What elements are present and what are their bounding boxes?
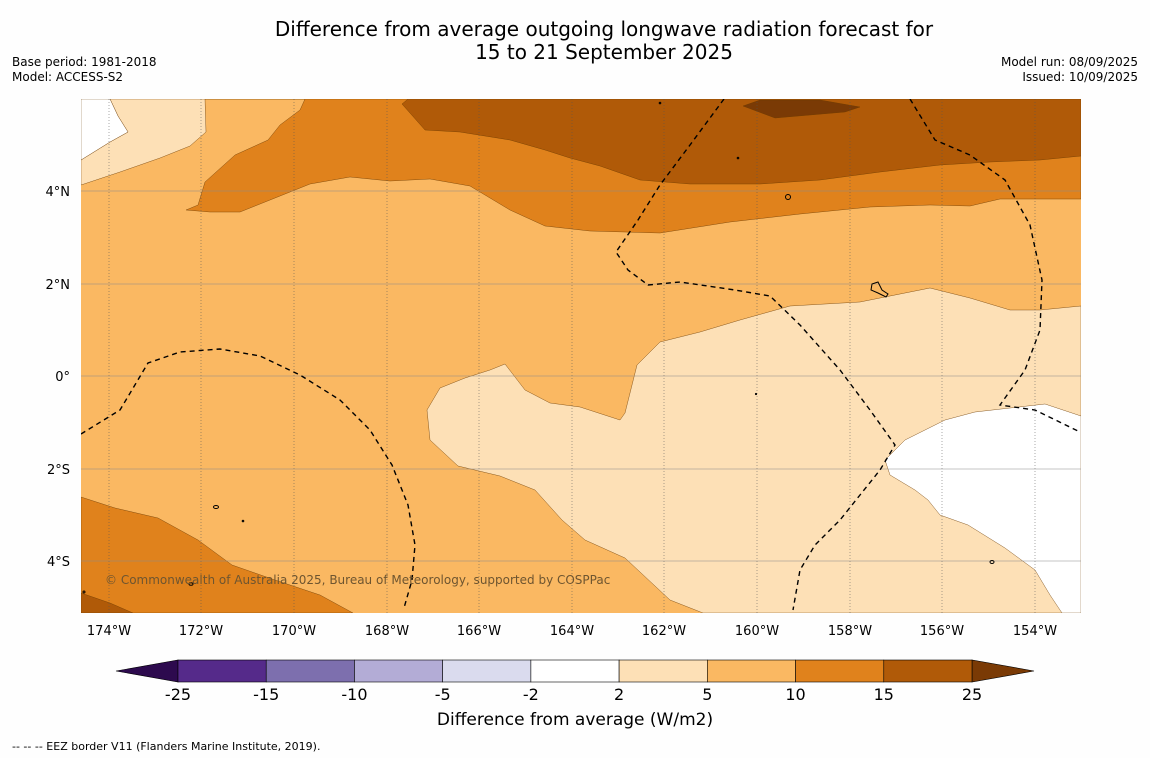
lat-label: 0°	[55, 370, 70, 385]
lon-label: 166°W	[457, 624, 501, 639]
lon-label: 160°W	[735, 624, 779, 639]
base-period: Base period: 1981-2018	[12, 55, 157, 69]
colorbar-tick-label: 10	[785, 685, 805, 704]
colorbar-segment	[883, 659, 973, 683]
lat-labels: 4°N 2°N 0° 2°S 4°S	[46, 185, 71, 570]
colorbar-segment	[707, 659, 796, 683]
band-over-25-patch	[742, 99, 861, 119]
latitude-lines	[81, 190, 1081, 562]
lon-labels: 174°W 172°W 170°W 168°W 166°W 164°W 162°…	[87, 624, 1057, 639]
title-line-2: 15 to 21 September 2025	[475, 40, 733, 64]
lat-label: 2°S	[47, 463, 70, 478]
colorbar-segment	[442, 659, 532, 683]
meta-left: Base period: 1981-2018 Model: ACCESS-S2	[12, 55, 157, 85]
colorbar-segment	[354, 659, 443, 683]
eez-footnote: -- -- -- EEZ border V11 (Flanders Marine…	[12, 740, 321, 753]
chart-title: Difference from average outgoing longwav…	[0, 18, 1150, 64]
colorbar-tick-label: -25	[165, 685, 191, 704]
eez-borders	[81, 99, 1081, 611]
colorbar-segment	[177, 659, 267, 683]
colorbar-segment	[618, 659, 708, 683]
lon-label: 158°W	[828, 624, 872, 639]
issued-date: Issued: 10/09/2025	[1022, 70, 1138, 84]
lat-label: 4°S	[47, 555, 70, 570]
contour-fill: © Commonwealth of Australia 2025, Bureau…	[81, 99, 1081, 613]
lon-label: 162°W	[642, 624, 686, 639]
lon-label: 168°W	[365, 624, 409, 639]
band-2-5-central	[426, 287, 1081, 613]
lon-label: 172°W	[179, 624, 223, 639]
colorbar-tick-label: -10	[341, 685, 367, 704]
colorbar-tick-label: -5	[435, 685, 451, 704]
colorbar-segment	[795, 659, 885, 683]
lon-label: 156°W	[920, 624, 964, 639]
title-line-1: Difference from average outgoing longwav…	[274, 17, 934, 41]
colorbar-tick-label: -2	[523, 685, 539, 704]
colorbar-under-arrow	[115, 659, 179, 683]
islands	[82, 101, 995, 594]
colorbar-tick-label: 2	[614, 685, 624, 704]
colorbar-tick-label: -15	[253, 685, 279, 704]
colorbar: -25 -15 -10 -5 -2 2 5 10 15 25	[115, 659, 1035, 704]
lat-label: 2°N	[46, 278, 71, 293]
lat-label: 4°N	[46, 185, 71, 200]
colorbar-segment	[265, 659, 355, 683]
colorbar-segment	[530, 659, 620, 683]
lon-label: 174°W	[87, 624, 131, 639]
colorbar-tick-label: 25	[962, 685, 982, 704]
band-neutral-northwest	[81, 99, 129, 161]
lon-label: 154°W	[1013, 624, 1057, 639]
band-10-15-southwest	[81, 496, 354, 613]
meta-right: Model run: 08/09/2025 Issued: 10/09/2025	[1001, 55, 1138, 85]
lon-label: 164°W	[550, 624, 594, 639]
band-15-25-southwest	[81, 592, 134, 613]
lon-label: 170°W	[272, 624, 316, 639]
copyright-text: © Commonwealth of Australia 2025, Bureau…	[105, 573, 610, 587]
colorbar-tick-label: 5	[702, 685, 712, 704]
colorbar-title: Difference from average (W/m2)	[436, 710, 714, 730]
colorbar-tick-label: 15	[874, 685, 894, 704]
colorbar-over-arrow	[971, 659, 1035, 683]
model-run: Model run: 08/09/2025	[1000, 55, 1138, 69]
model-name: Model: ACCESS-S2	[12, 70, 124, 84]
